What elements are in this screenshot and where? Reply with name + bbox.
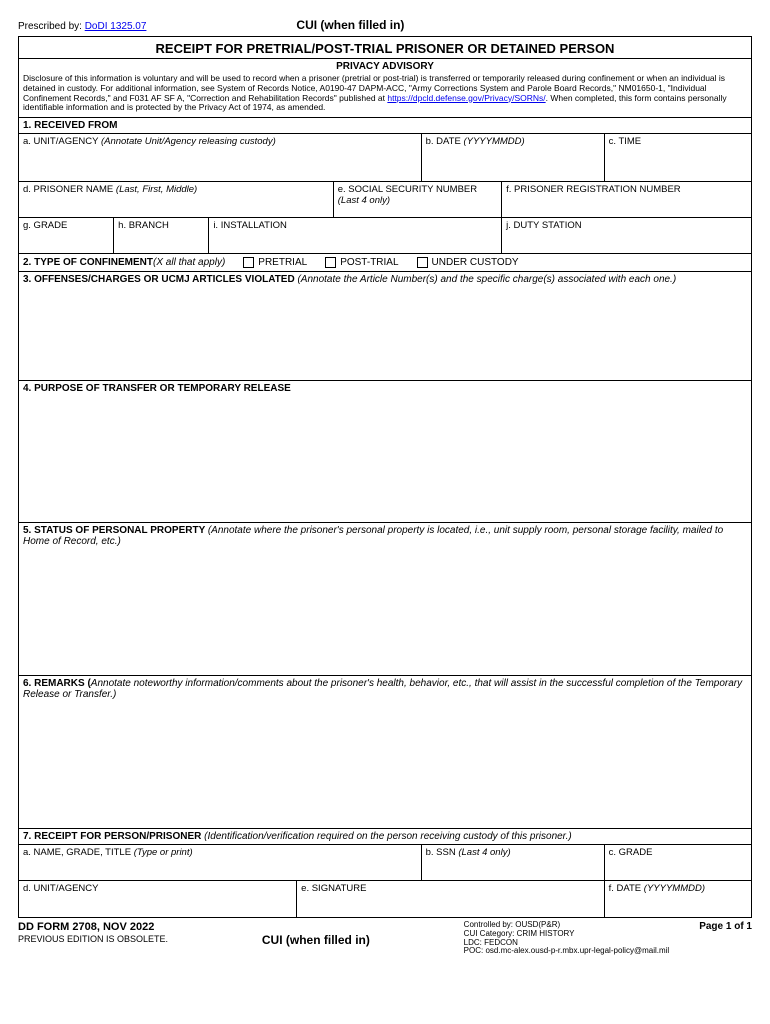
privacy-heading: PRIVACY ADVISORY	[19, 59, 751, 72]
privacy-advisory: PRIVACY ADVISORY Disclosure of this info…	[19, 59, 751, 118]
form-footer: DD FORM 2708, NOV 2022 PREVIOUS EDITION …	[18, 921, 752, 956]
note-7: (Identification/verification required on…	[204, 831, 572, 842]
poc: POC: osd.mc-alex.ousd-p-r.mbx.upr-legal-…	[464, 947, 670, 956]
field-4[interactable]	[19, 394, 751, 522]
section-1-header: 1. RECEIVED FROM	[19, 118, 751, 134]
label-7a: a. NAME, GRADE, TITLE	[23, 847, 134, 858]
field-6[interactable]	[19, 700, 751, 828]
obsolete-notice: PREVIOUS EDITION IS OBSOLETE.	[18, 934, 168, 944]
label-2: 2. TYPE OF CONFINEMENT	[23, 257, 153, 268]
opt-custody: UNDER CUSTODY	[432, 257, 519, 268]
opt-pretrial: PRETRIAL	[258, 257, 307, 268]
note-1d: (Last, First, Middle)	[116, 184, 197, 195]
label-7: 7. RECEIPT FOR PERSON/PRISONER	[23, 831, 204, 842]
form-container: RECEIPT FOR PRETRIAL/POST-TRIAL PRISONER…	[18, 36, 752, 918]
section-7-header: 7. RECEIPT FOR PERSON/PRISONER (Identifi…	[19, 829, 751, 845]
label-1a: a. UNIT/AGENCY	[23, 136, 101, 147]
privacy-link[interactable]: https://dpcld.defense.gov/Privacy/SORNs/	[387, 93, 545, 103]
checkbox-pretrial[interactable]	[243, 257, 254, 268]
label-1d: d. PRISONER NAME	[23, 184, 116, 195]
section-4: 4. PURPOSE OF TRANSFER OR TEMPORARY RELE…	[19, 381, 751, 523]
label-3: 3. OFFENSES/CHARGES OR UCMJ ARTICLES VIO…	[23, 274, 297, 285]
opt-posttrial: POST-TRIAL	[340, 257, 398, 268]
label-1h: h. BRANCH	[118, 220, 169, 231]
note-7a: (Type or print)	[134, 847, 193, 858]
row-1ghij: g. GRADE h. BRANCH i. INSTALLATION j. DU…	[19, 218, 751, 254]
note-7b: (Last 4 only)	[458, 847, 510, 858]
label-7b: b. SSN	[426, 847, 459, 858]
label-1b: b. DATE	[426, 136, 464, 147]
label-1e: e. SOCIAL SECURITY NUMBER	[338, 184, 477, 195]
label-1f: f. PRISONER REGISTRATION NUMBER	[506, 184, 681, 195]
page-number: Page 1 of 1	[699, 921, 752, 932]
row-1abc: a. UNIT/AGENCY (Annotate Unit/Agency rel…	[19, 134, 751, 182]
row-7abc: a. NAME, GRADE, TITLE (Type or print) b.…	[19, 845, 751, 881]
label-6: 6. REMARKS (	[23, 678, 91, 689]
note-1a: (Annotate Unit/Agency releasing custody)	[101, 136, 276, 147]
checkbox-posttrial[interactable]	[325, 257, 336, 268]
row-1def: d. PRISONER NAME (Last, First, Middle) e…	[19, 182, 751, 218]
field-3[interactable]	[19, 285, 751, 380]
label-7c: c. GRADE	[609, 847, 653, 858]
label-5: 5. STATUS OF PERSONAL PROPERTY	[23, 525, 208, 536]
note-6: Annotate noteworthy information/comments…	[23, 678, 742, 700]
form-title: RECEIPT FOR PRETRIAL/POST-TRIAL PRISONER…	[19, 37, 751, 59]
note-1b: (YYYYMMDD)	[463, 136, 524, 147]
label-1i: i. INSTALLATION	[213, 220, 287, 231]
note-7f: (YYYYMMDD)	[644, 883, 705, 894]
note-3: (Annotate the Article Number(s) and the …	[297, 274, 676, 285]
prescribed-link[interactable]: DoDI 1325.07	[85, 21, 147, 32]
note-2: (X all that apply)	[153, 257, 225, 268]
section-6: 6. REMARKS (Annotate noteworthy informat…	[19, 676, 751, 829]
section-5: 5. STATUS OF PERSONAL PROPERTY (Annotate…	[19, 523, 751, 676]
label-1g: g. GRADE	[23, 220, 67, 231]
label-1c: c. TIME	[609, 136, 642, 147]
cui-marking-top: CUI (when filled in)	[296, 18, 404, 32]
field-5[interactable]	[19, 547, 751, 675]
privacy-body: Disclosure of this information is volunt…	[19, 72, 751, 118]
row-7def: d. UNIT/AGENCY e. SIGNATURE f. DATE (YYY…	[19, 881, 751, 917]
section-2-confinement: 2. TYPE OF CONFINEMENT (X all that apply…	[19, 254, 751, 272]
form-id: DD FORM 2708, NOV 2022	[18, 921, 168, 933]
label-7e: e. SIGNATURE	[301, 883, 366, 894]
note-1e: (Last 4 only)	[338, 195, 390, 206]
label-4: 4. PURPOSE OF TRANSFER OR TEMPORARY RELE…	[23, 383, 291, 394]
checkbox-custody[interactable]	[417, 257, 428, 268]
label-1j: j. DUTY STATION	[506, 220, 581, 231]
prescribed-by: Prescribed by: DoDI 1325.07	[18, 21, 146, 32]
footer-metadata: Controlled by: OUSD(P&R) CUI Category: C…	[464, 921, 670, 956]
section-3: 3. OFFENSES/CHARGES OR UCMJ ARTICLES VIO…	[19, 272, 751, 381]
prescribed-prefix: Prescribed by:	[18, 21, 85, 32]
label-7d: d. UNIT/AGENCY	[23, 883, 99, 894]
top-header: Prescribed by: DoDI 1325.07 CUI (when fi…	[18, 18, 752, 32]
cui-marking-bottom: CUI (when filled in)	[262, 933, 370, 947]
label-7f: f. DATE	[609, 883, 644, 894]
